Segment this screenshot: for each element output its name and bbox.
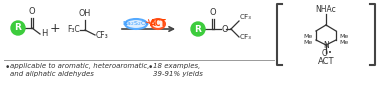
- Text: Me: Me: [304, 34, 313, 40]
- Text: applicable to aromatic, heteroaromatic,: applicable to aromatic, heteroaromatic,: [10, 63, 150, 69]
- Text: H: H: [41, 29, 47, 38]
- Text: ACT: ACT: [150, 20, 166, 29]
- Text: CF₃: CF₃: [96, 30, 109, 40]
- Text: O: O: [210, 8, 216, 17]
- Text: +: +: [50, 21, 60, 34]
- Text: •: •: [5, 63, 10, 72]
- Ellipse shape: [151, 19, 165, 29]
- Text: ACT: ACT: [318, 57, 334, 66]
- Text: O: O: [322, 50, 328, 59]
- Text: R: R: [15, 23, 22, 32]
- Text: N: N: [323, 40, 329, 50]
- Text: 18 examples,: 18 examples,: [153, 63, 200, 69]
- Text: O: O: [222, 24, 229, 33]
- Text: Me: Me: [339, 34, 348, 40]
- Text: and aliphatic aldehydes: and aliphatic aldehydes: [10, 71, 94, 77]
- Ellipse shape: [125, 19, 147, 29]
- Text: R: R: [195, 24, 201, 33]
- Text: OH: OH: [79, 9, 91, 18]
- Text: NHAc: NHAc: [316, 4, 336, 13]
- Circle shape: [191, 22, 205, 36]
- Text: •: •: [328, 50, 332, 56]
- Text: Me: Me: [339, 40, 348, 46]
- Text: CF₃: CF₃: [240, 34, 252, 40]
- Text: CF₃: CF₃: [240, 14, 252, 20]
- Text: •: •: [148, 63, 153, 72]
- Text: 39-91% yields: 39-91% yields: [153, 71, 203, 77]
- Text: Me: Me: [304, 40, 313, 46]
- Text: O: O: [29, 7, 35, 16]
- Circle shape: [11, 21, 25, 35]
- Text: F₃C: F₃C: [67, 26, 80, 34]
- Text: Na$_2$S$_2$O$_8$: Na$_2$S$_2$O$_8$: [122, 20, 150, 28]
